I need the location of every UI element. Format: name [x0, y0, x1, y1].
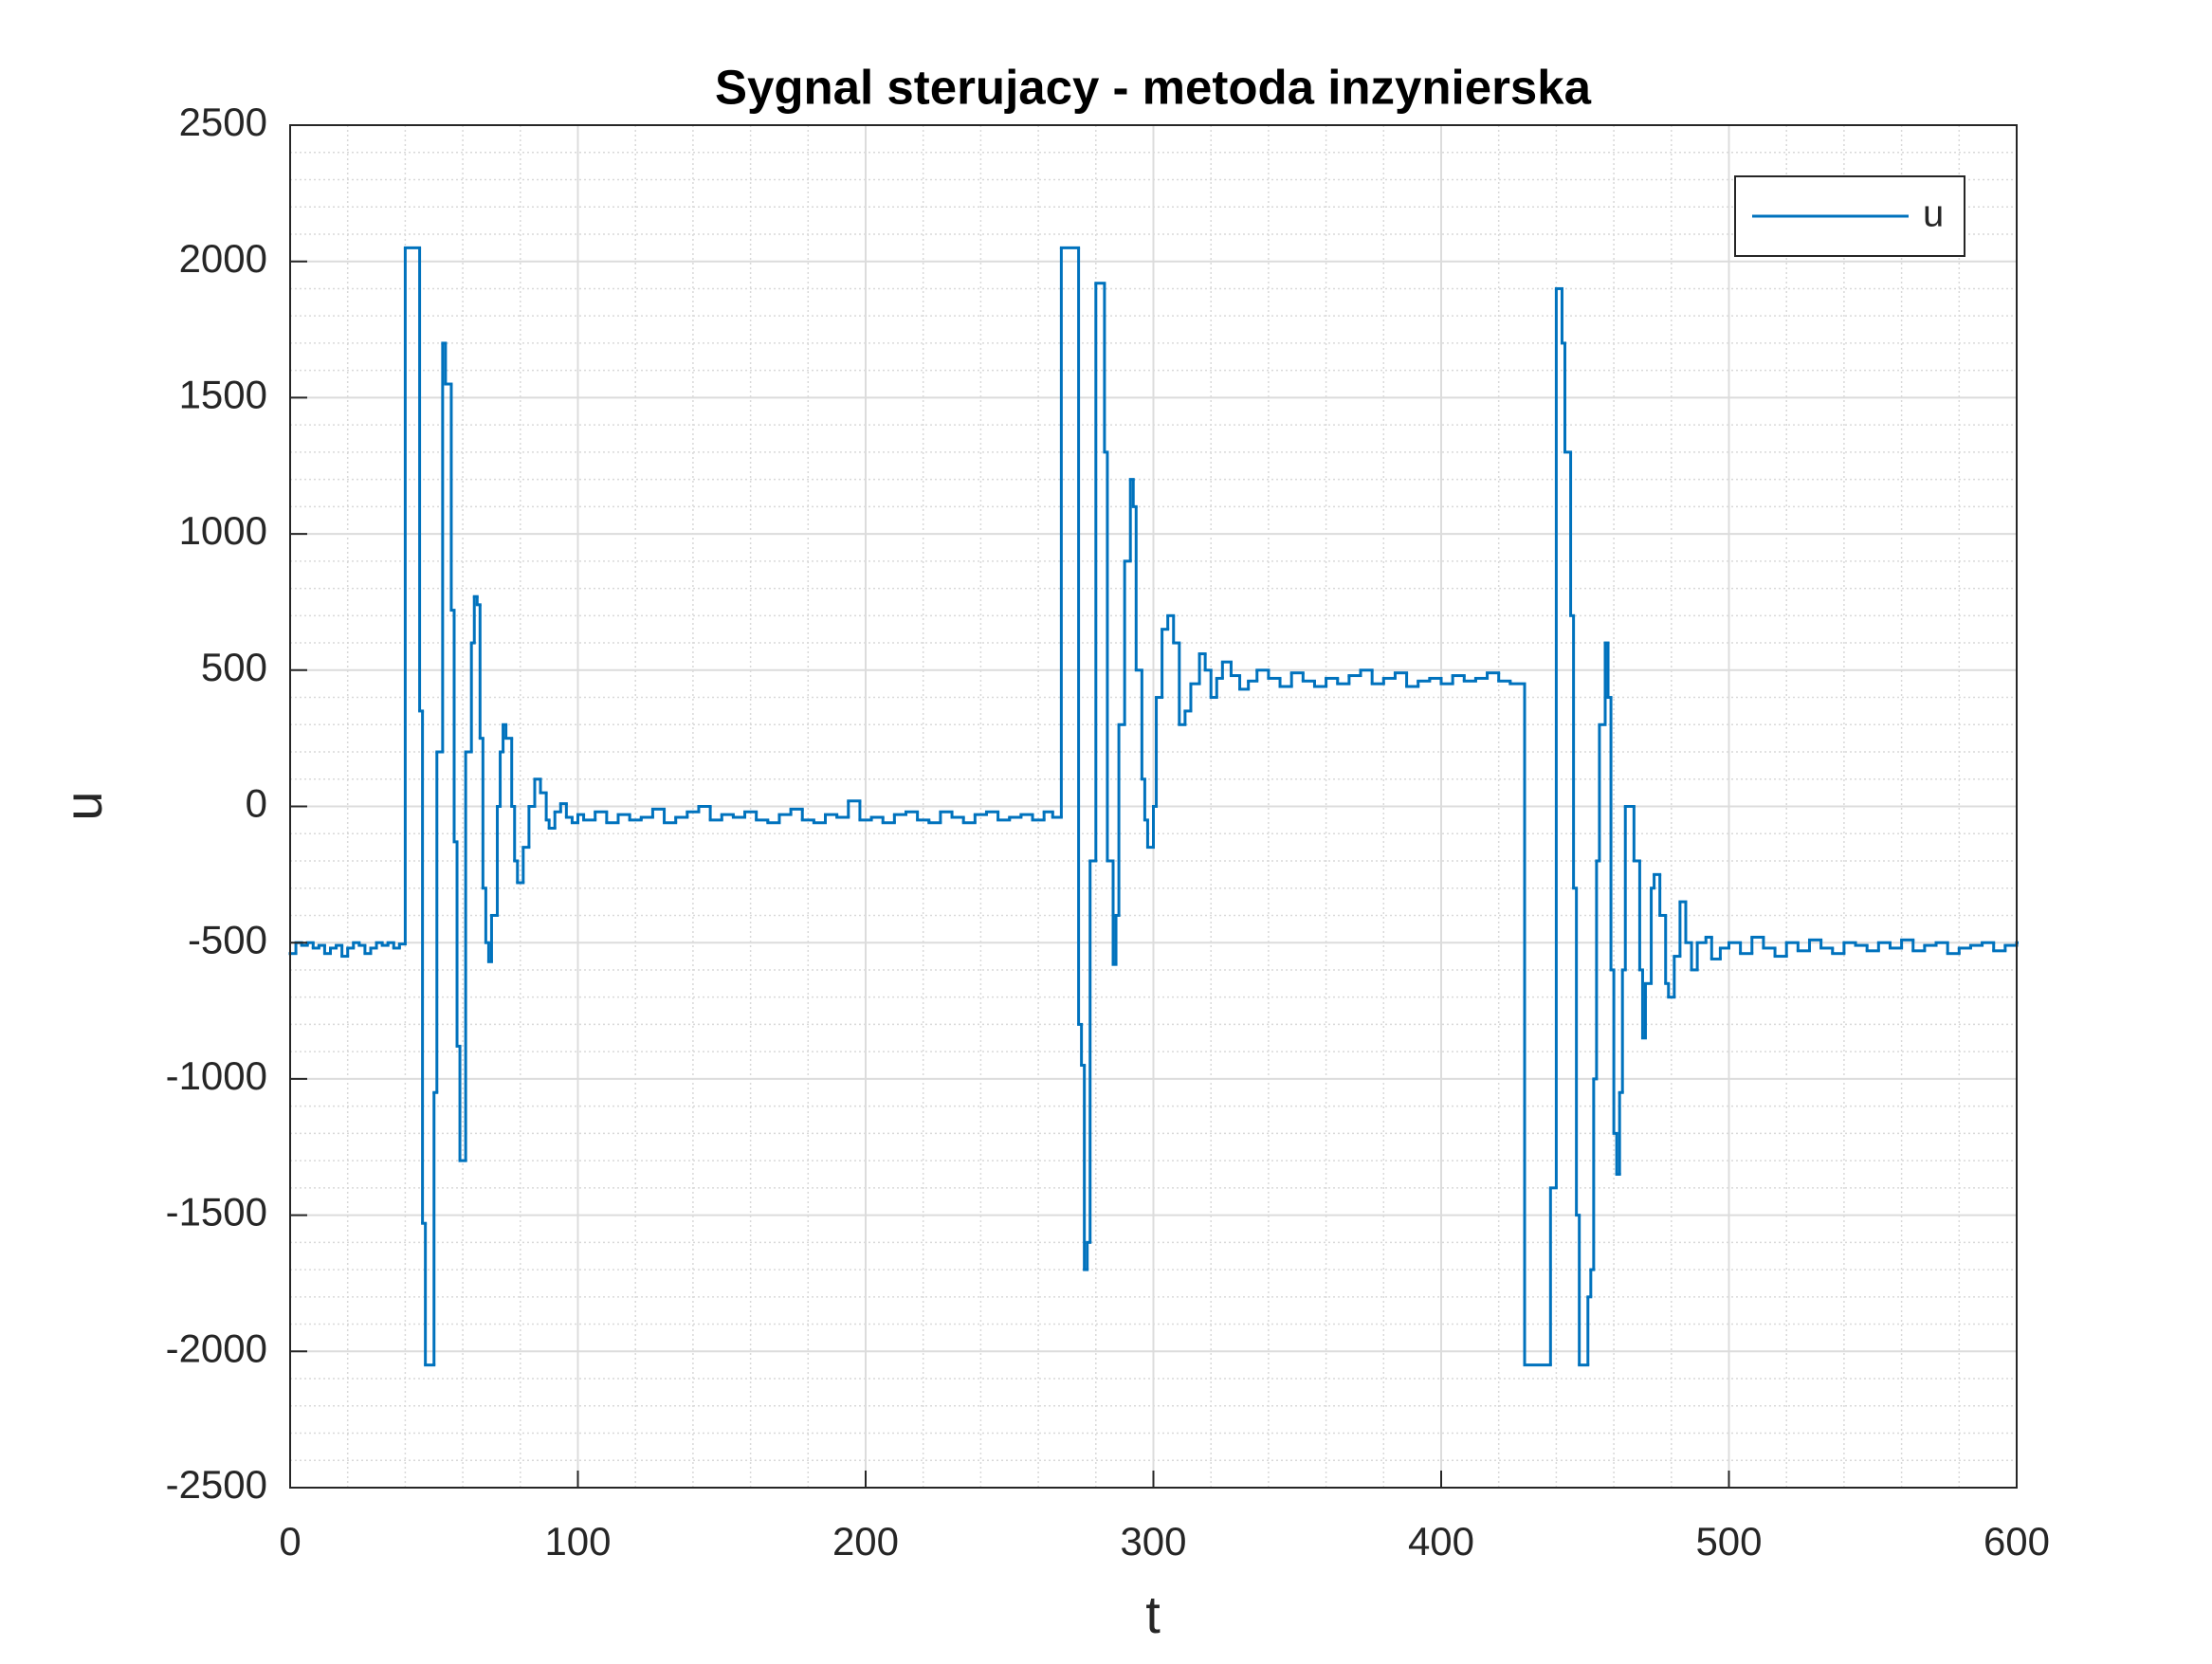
series-line	[288, 246, 2019, 1367]
y-tick-label: 0	[246, 781, 267, 826]
x-tick-label: 600	[1983, 1519, 2050, 1563]
x-axis-label: t	[1145, 1584, 1161, 1644]
legend: u	[1734, 175, 1965, 257]
y-tick-label: 1500	[179, 372, 267, 416]
x-tick-label: 0	[279, 1519, 301, 1563]
y-tick-label: 500	[201, 645, 267, 689]
x-tick-label: 100	[544, 1519, 611, 1563]
x-tick-label: 400	[1408, 1519, 1474, 1563]
x-tick-label: 200	[832, 1519, 899, 1563]
x-tick-label: 300	[1120, 1519, 1186, 1563]
ticks: 0 100 200 300 400 500 600 -2500 -2000 -1500 -1000 -…	[166, 100, 2050, 1563]
y-tick-label: 1000	[179, 508, 267, 553]
y-axis-label: u	[53, 791, 113, 820]
chart-title: Sygnal sterujacy - metoda inzynierska	[715, 60, 1592, 114]
legend-label: u	[1923, 193, 1944, 235]
y-tick-label: -2500	[166, 1462, 267, 1507]
y-tick-label: -2000	[166, 1326, 267, 1370]
y-tick-label: 2000	[179, 236, 267, 281]
y-tick-label: -500	[188, 917, 267, 961]
y-tick-label: 2500	[179, 100, 267, 144]
y-tick-label: -1500	[166, 1190, 267, 1234]
x-tick-label: 500	[1695, 1519, 1762, 1563]
y-tick-label: -1000	[166, 1053, 267, 1098]
